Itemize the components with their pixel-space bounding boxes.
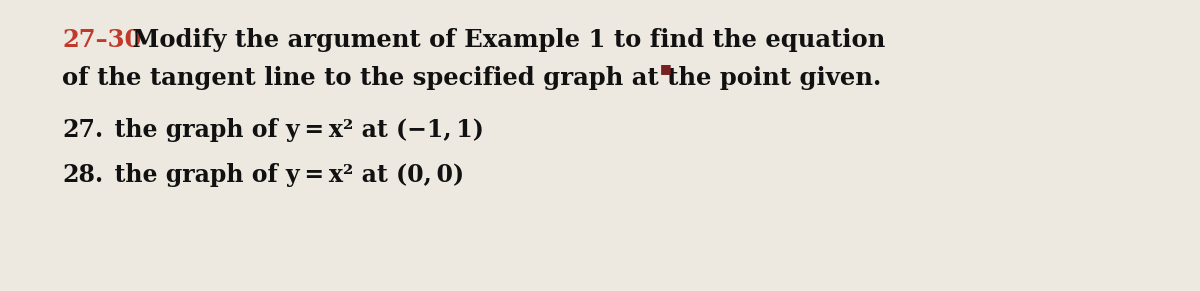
Text: ■: ■ xyxy=(660,62,672,75)
Text: Modify the argument of Example 1 to find the equation: Modify the argument of Example 1 to find… xyxy=(124,28,886,52)
Text: 27.: 27. xyxy=(62,118,103,142)
Text: 28.: 28. xyxy=(62,163,103,187)
Text: of the tangent line to the specified graph at the point given.: of the tangent line to the specified gra… xyxy=(62,66,881,90)
Text: the graph of y = x² at (0, 0): the graph of y = x² at (0, 0) xyxy=(98,163,464,187)
Text: 27–30: 27–30 xyxy=(62,28,142,52)
Text: the graph of y = x² at (−1, 1): the graph of y = x² at (−1, 1) xyxy=(98,118,484,142)
